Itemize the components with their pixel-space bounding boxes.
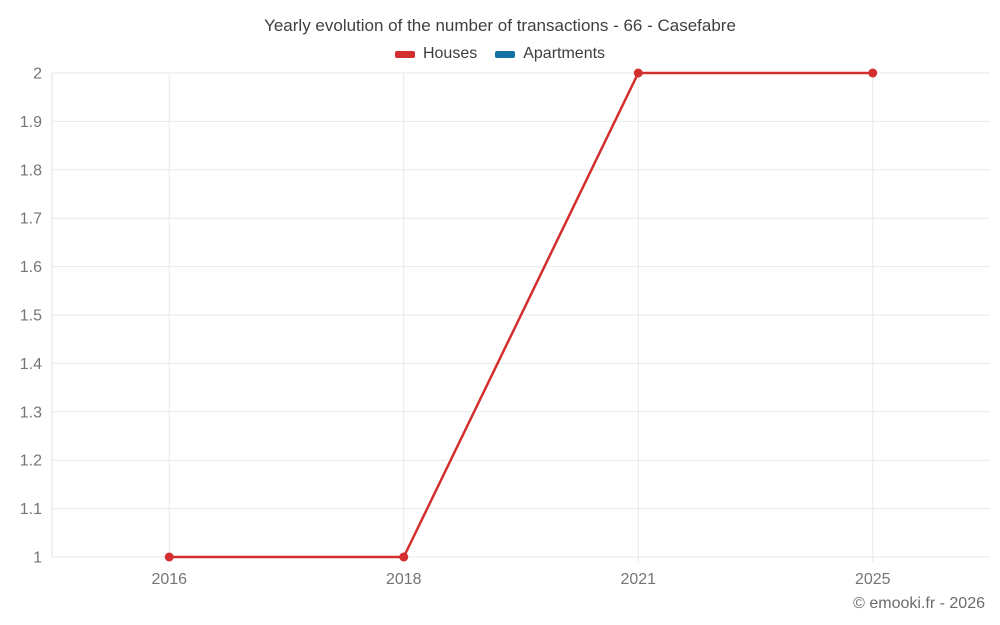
copyright-watermark: © emooki.fr - 2026 (853, 595, 985, 612)
legend-swatch-apartments (495, 50, 516, 58)
data-point-houses[interactable] (868, 68, 878, 78)
series-line-houses (168, 71, 874, 559)
data-point-houses[interactable] (399, 552, 409, 562)
legend-item-apartments[interactable]: Apartments (495, 45, 605, 63)
data-point-houses[interactable] (633, 68, 643, 78)
y-axis-tick-label: 1.8 (20, 162, 42, 179)
y-axis-tick-label: 2 (33, 66, 42, 83)
data-point-houses[interactable] (164, 552, 174, 562)
legend-label: Apartments (523, 45, 606, 62)
x-axis-tick-label: 2016 (151, 571, 187, 588)
y-axis-tick-label: 1.5 (20, 308, 42, 325)
y-axis-tick-label: 1 (33, 550, 42, 567)
y-axis-tick-label: 1.2 (20, 453, 42, 470)
x-axis-tick-label: 2018 (386, 571, 422, 588)
y-axis-tick-label: 1.1 (20, 501, 42, 518)
y-axis-tick-label: 1.3 (20, 404, 42, 421)
legend-swatch-houses (394, 50, 415, 58)
x-axis-tick-label: 2025 (855, 571, 891, 588)
y-axis-tick-label: 1.7 (20, 211, 42, 228)
y-axis-tick-label: 1.9 (20, 114, 42, 131)
chart-title: Yearly evolution of the number of transa… (264, 16, 736, 35)
legend-item-houses[interactable]: Houses (394, 45, 478, 63)
y-axis-tick-label: 1.6 (20, 259, 42, 276)
legend-label: Houses (422, 45, 478, 62)
y-axis-tick-label: 1.4 (20, 356, 42, 373)
legend: Houses Apartments (0, 45, 1000, 63)
x-axis-tick-label: 2021 (620, 571, 656, 588)
